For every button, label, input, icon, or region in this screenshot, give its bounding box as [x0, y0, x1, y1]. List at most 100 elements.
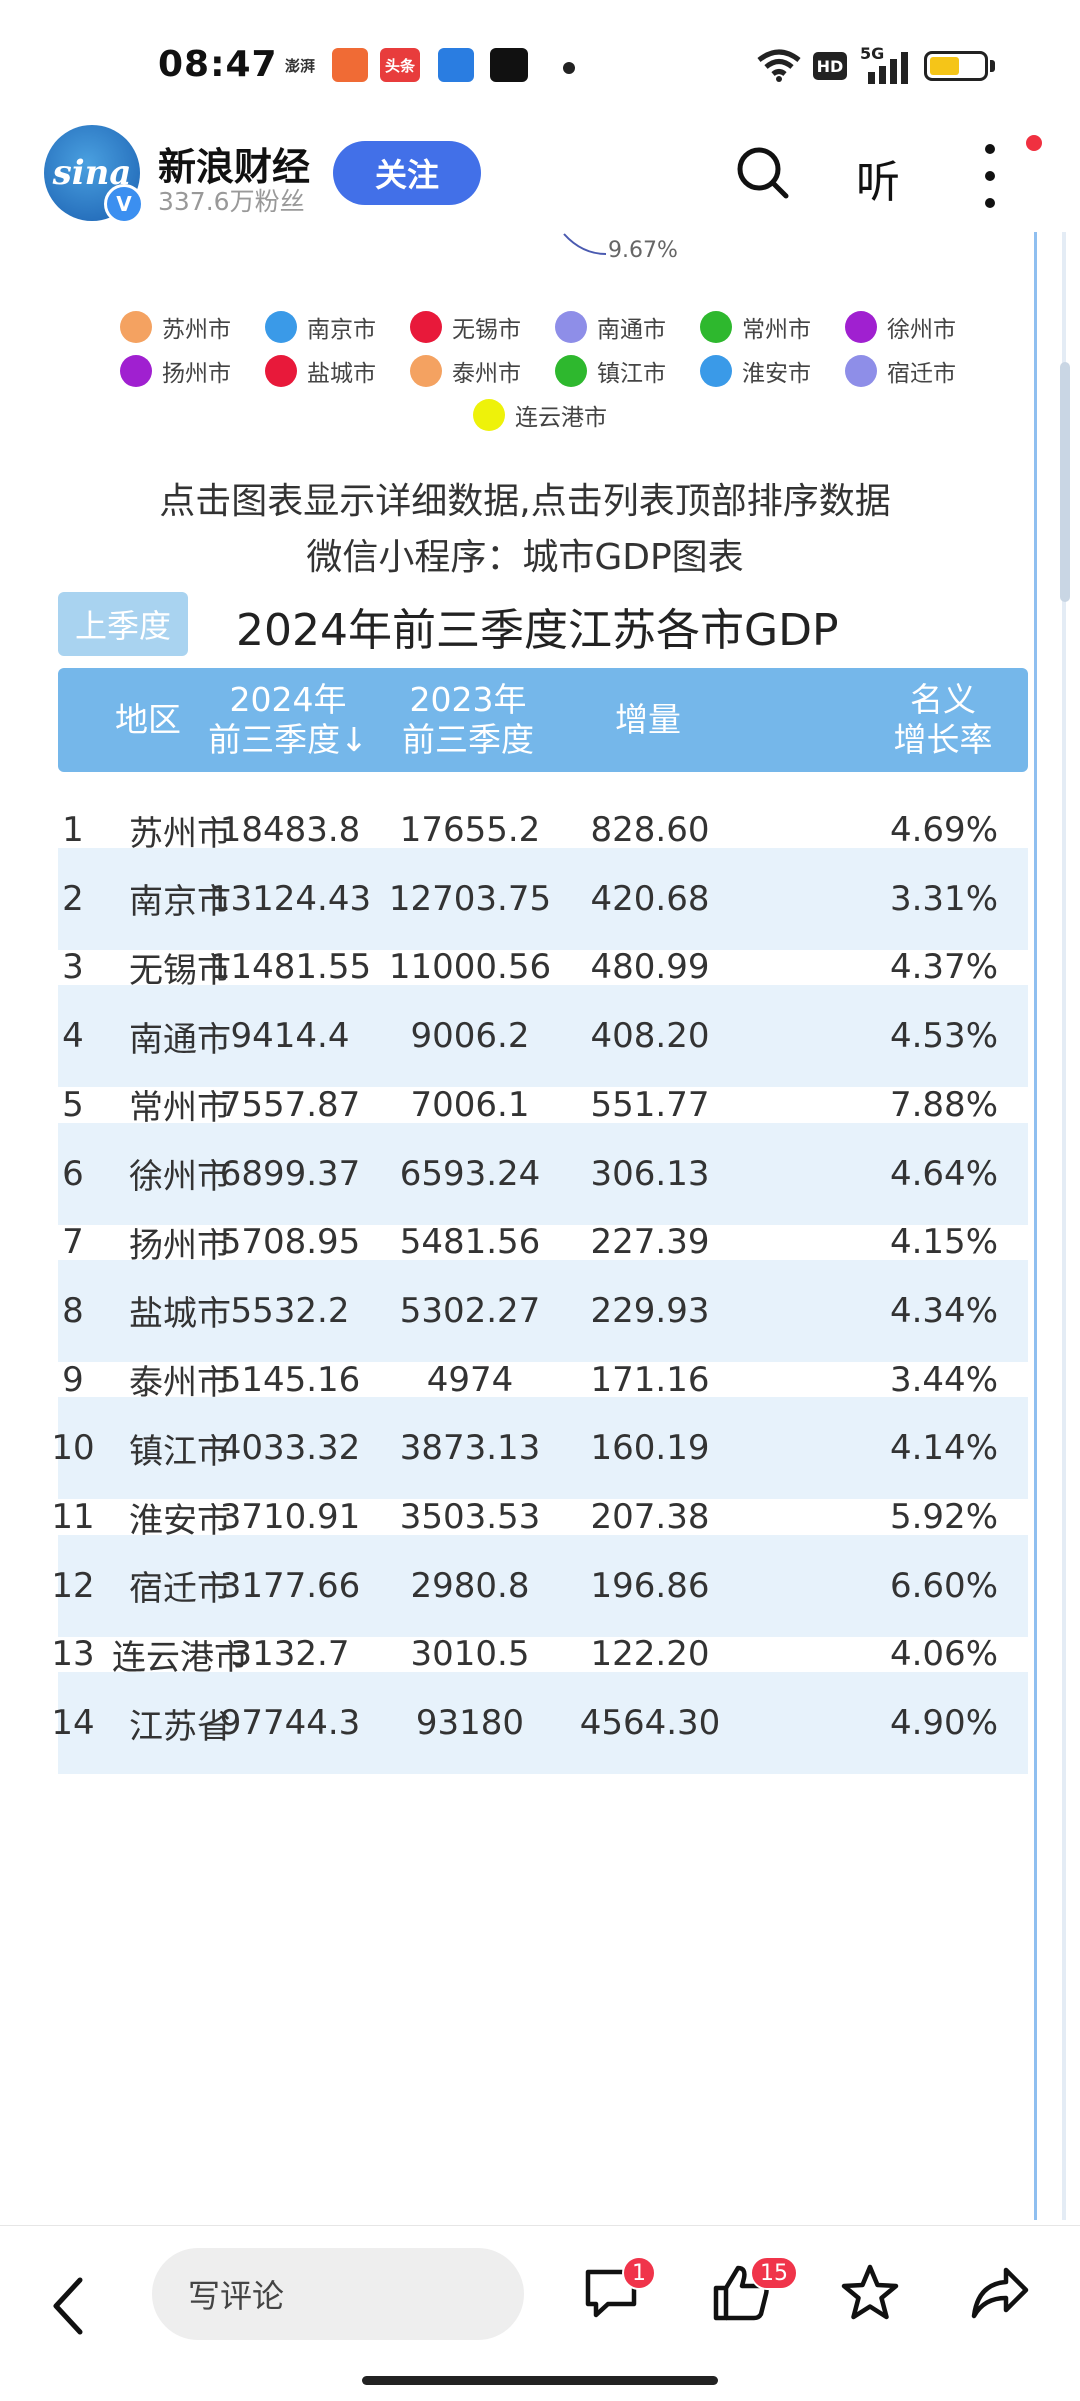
home-indicator[interactable] [362, 2376, 718, 2385]
legend-item[interactable]: 南京市 [265, 308, 376, 346]
network-label: 5G [860, 44, 885, 63]
cell-increase: 828.60 [590, 810, 710, 850]
cell-rank: 6 [62, 1153, 84, 1194]
cell-y2024: 97744.3 [219, 1703, 361, 1744]
share-icon[interactable] [970, 2264, 1030, 2322]
legend-label: 徐州市 [887, 317, 956, 343]
legend-item[interactable]: 宿迁市 [845, 352, 956, 390]
header-2024[interactable]: 2024年 前三季度↓ [198, 668, 378, 772]
cell-increase: 229.93 [590, 1290, 710, 1331]
legend-item[interactable]: 盐城市 [265, 352, 376, 390]
table-row[interactable]: 11 淮安市 3710.91 3503.53 207.38 5.92% [51, 1466, 1028, 1568]
legend-color-dot [555, 355, 587, 387]
scrollbar-thumb[interactable] [1060, 362, 1070, 602]
legend-item[interactable]: 镇江市 [555, 352, 666, 390]
cell-y2024: 3132.7 [230, 1634, 350, 1675]
legend-label: 南京市 [307, 317, 376, 343]
legend-item[interactable]: 常州市 [700, 308, 811, 346]
comment-count-badge: 1 [622, 2256, 656, 2290]
cell-increase: 306.13 [590, 1153, 710, 1194]
table-header: 地区 2024年 前三季度↓ 2023年 前三季度 增量 名义 增长率 [58, 668, 1028, 772]
toutiao-icon: 头条 [380, 48, 420, 82]
listen-button[interactable]: 听 [856, 157, 900, 208]
cell-y2024: 18483.8 [219, 810, 361, 850]
account-name[interactable]: 新浪财经 [158, 145, 311, 189]
favorite-star-icon[interactable] [840, 2264, 900, 2322]
legend-label: 淮安市 [742, 361, 811, 387]
cell-rate: 7.88% [889, 1084, 998, 1125]
legend-label: 常州市 [742, 317, 811, 343]
cell-y2024: 5532.2 [230, 1290, 350, 1331]
cell-increase: 122.20 [590, 1634, 710, 1675]
table-row[interactable]: 10 镇江市 4033.32 3873.13 160.19 4.14% [51, 1397, 1028, 1500]
cell-increase: 4564.30 [579, 1703, 721, 1744]
table-row[interactable]: 2 南京市 13124.43 12703.75 420.68 3.31% [58, 847, 1028, 950]
legend-label: 宿迁市 [887, 361, 956, 387]
cell-y2024: 9414.4 [230, 1016, 350, 1057]
hd-badge: HD [813, 52, 847, 80]
bottom-action-bar: 写评论 1 15 [0, 2225, 1080, 2401]
cell-y2023: 9006.2 [410, 1016, 530, 1057]
cell-rate: 4.06% [889, 1634, 998, 1675]
legend-color-dot [555, 311, 587, 343]
thepaper-icon: 澎湃 [282, 48, 318, 82]
cell-rank: 4 [62, 1016, 84, 1057]
table-row[interactable]: 12 宿迁市 3177.66 2980.8 196.86 6.60% [51, 1534, 1028, 1637]
legend-item[interactable]: 连云港市 [473, 396, 607, 434]
legend-color-dot [410, 355, 442, 387]
legend-label: 无锡市 [452, 317, 521, 343]
cell-rate: 4.53% [889, 1016, 998, 1057]
table-row[interactable]: 3 无锡市 11481.55 11000.56 480.99 4.37% [58, 916, 1028, 1018]
comment-input[interactable]: 写评论 [152, 2248, 524, 2340]
table-row[interactable]: 1 苏州市 18483.8 17655.2 828.60 4.69% [58, 779, 1028, 881]
cell-region: 扬州市 [129, 1225, 231, 1266]
follow-button[interactable]: 关注 [333, 141, 481, 205]
legend-item[interactable]: 扬州市 [120, 352, 231, 390]
legend-color-dot [700, 311, 732, 343]
table-row[interactable]: 8 盐城市 5532.2 5302.27 229.93 4.34% [58, 1259, 1028, 1362]
cell-rate: 4.90% [889, 1703, 998, 1744]
cell-y2023: 2980.8 [410, 1565, 530, 1606]
cell-y2024: 13124.43 [208, 878, 372, 919]
table-row[interactable]: 4 南通市 9414.4 9006.2 408.20 4.53% [58, 985, 1028, 1088]
legend-item[interactable]: 徐州市 [845, 308, 956, 346]
cell-rank: 2 [62, 878, 84, 919]
fans-count: 337.6万粉丝 [158, 187, 305, 216]
search-icon[interactable] [735, 145, 791, 201]
legend-color-dot [473, 399, 505, 431]
cell-rank: 9 [62, 1359, 84, 1400]
header-growth-rate[interactable]: 名义 增长率 [868, 668, 1018, 772]
cell-rank: 5 [62, 1084, 84, 1125]
table-row[interactable]: 14 江苏省 97744.3 93180 4564.30 4.90% [51, 1672, 1028, 1775]
wifi-icon [757, 49, 801, 82]
cell-rate: 4.15% [889, 1222, 998, 1263]
cell-rank: 7 [62, 1222, 84, 1263]
table-row[interactable]: 9 泰州市 5145.16 4974 171.16 3.44% [58, 1329, 1028, 1431]
cell-region: 连云港市 [112, 1637, 248, 1678]
cell-increase: 160.19 [590, 1428, 710, 1469]
sina-app-icon [332, 48, 368, 82]
table-row[interactable]: 7 扬州市 5708.95 5481.56 227.39 4.15% [58, 1191, 1028, 1293]
cell-increase: 408.20 [590, 1016, 710, 1057]
header-2023-line2: 前三季度 [402, 720, 534, 759]
like-count-badge: 15 [750, 2256, 798, 2290]
previous-quarter-button[interactable]: 上季度 [58, 592, 188, 656]
header-increase[interactable]: 增量 [615, 700, 681, 739]
legend-item[interactable]: 苏州市 [120, 308, 231, 346]
legend-color-dot [845, 311, 877, 343]
legend-item[interactable]: 泰州市 [410, 352, 521, 390]
table-row[interactable]: 5 常州市 7557.87 7006.1 551.77 7.88% [58, 1054, 1028, 1156]
header-region[interactable]: 地区 [115, 700, 181, 739]
legend-item[interactable]: 淮安市 [700, 352, 811, 390]
table-row[interactable]: 6 徐州市 6899.37 6593.24 306.13 4.64% [58, 1122, 1028, 1225]
legend-label: 镇江市 [597, 361, 666, 387]
legend-item[interactable]: 南通市 [555, 308, 666, 346]
back-icon[interactable] [50, 2276, 90, 2336]
legend-item[interactable]: 无锡市 [410, 308, 521, 346]
legend-color-dot [845, 355, 877, 387]
table-row[interactable]: 13 连云港市 3132.7 3010.5 122.20 4.06% [51, 1603, 1028, 1705]
more-options-icon[interactable] [985, 144, 997, 210]
cell-region: 徐州市 [129, 1157, 231, 1197]
article-image[interactable]: 9.67% 苏州市 南京市 无锡市 南通市 常州市 徐州市 扬州市 盐城市 泰州市 镇江市 淮安市宿… [0, 232, 1080, 2220]
header-2023[interactable]: 2023年 前三季度 [378, 668, 558, 772]
